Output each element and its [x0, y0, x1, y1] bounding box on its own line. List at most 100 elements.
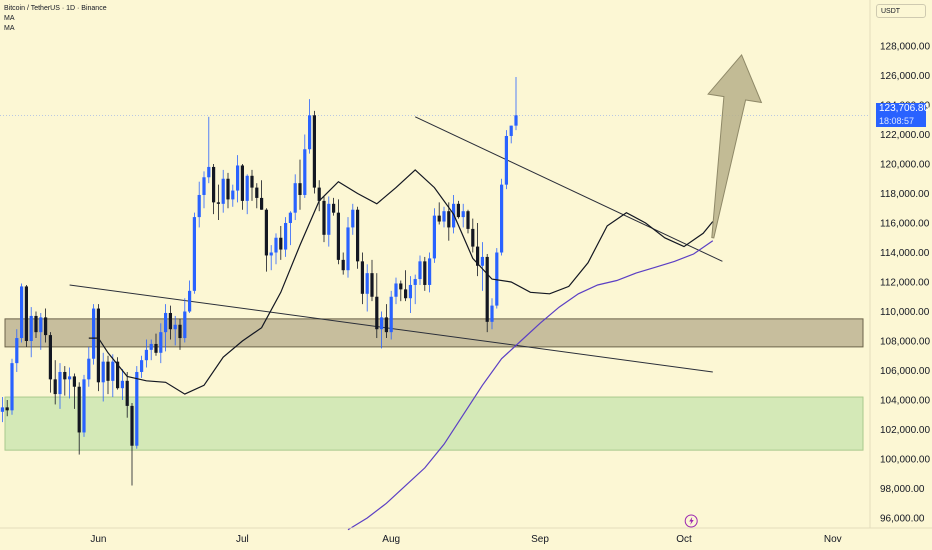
candle[interactable] — [476, 246, 480, 266]
candle[interactable] — [53, 379, 57, 395]
candle[interactable] — [106, 361, 110, 381]
candle[interactable] — [317, 187, 321, 201]
candle[interactable] — [264, 209, 268, 256]
candle[interactable] — [351, 209, 355, 228]
candle[interactable] — [68, 376, 72, 380]
candle[interactable] — [365, 273, 369, 294]
candle[interactable] — [447, 211, 451, 228]
candle[interactable] — [418, 261, 422, 280]
candle[interactable] — [428, 258, 432, 285]
candle[interactable] — [466, 211, 470, 229]
candle[interactable] — [120, 380, 124, 389]
candle[interactable] — [394, 283, 398, 297]
demand-zone[interactable] — [4, 396, 864, 451]
candle[interactable] — [140, 360, 144, 372]
event-marker[interactable] — [684, 514, 698, 528]
candle[interactable] — [500, 184, 504, 253]
candle[interactable] — [332, 203, 336, 213]
projection-arrow[interactable] — [707, 53, 763, 239]
candle[interactable] — [245, 175, 249, 201]
candle[interactable] — [250, 175, 254, 188]
candle[interactable] — [413, 279, 417, 285]
candle[interactable] — [480, 256, 484, 266]
candle[interactable] — [164, 312, 168, 333]
candle[interactable] — [423, 261, 427, 285]
candle[interactable] — [514, 115, 518, 126]
candle[interactable] — [495, 252, 499, 306]
ma-slow-line[interactable] — [347, 240, 714, 531]
candle[interactable] — [111, 361, 115, 381]
candle[interactable] — [288, 212, 292, 223]
candle[interactable] — [490, 305, 494, 322]
candle[interactable] — [279, 237, 283, 250]
candle[interactable] — [96, 308, 100, 383]
candle[interactable] — [303, 149, 307, 195]
candle[interactable] — [240, 165, 244, 201]
candle[interactable] — [77, 386, 81, 433]
candle[interactable] — [236, 165, 240, 191]
candle[interactable] — [384, 317, 388, 333]
candle[interactable] — [274, 237, 278, 253]
candle[interactable] — [63, 371, 67, 380]
candle[interactable] — [116, 361, 120, 389]
candle[interactable] — [284, 223, 288, 250]
candle[interactable] — [212, 166, 216, 203]
candle[interactable] — [456, 203, 460, 218]
candle[interactable] — [183, 311, 187, 339]
candle[interactable] — [360, 261, 364, 294]
candle[interactable] — [44, 317, 48, 336]
candle[interactable] — [135, 371, 139, 446]
trendline-2[interactable] — [414, 116, 723, 262]
candle[interactable] — [221, 178, 225, 204]
candle[interactable] — [399, 283, 403, 290]
candle[interactable] — [34, 315, 38, 333]
candle[interactable] — [20, 286, 24, 339]
candle[interactable] — [48, 335, 52, 380]
candle[interactable] — [308, 115, 312, 150]
ma-slow-label[interactable]: MA — [4, 25, 15, 32]
candle[interactable] — [346, 227, 350, 271]
candle[interactable] — [125, 380, 129, 406]
candle[interactable] — [82, 379, 86, 433]
candle[interactable] — [322, 200, 326, 235]
candle[interactable] — [216, 202, 220, 204]
candle[interactable] — [72, 376, 76, 387]
candle[interactable] — [341, 259, 345, 271]
candle[interactable] — [461, 211, 465, 218]
candle[interactable] — [380, 317, 384, 330]
candle[interactable] — [149, 343, 153, 350]
candle[interactable] — [15, 338, 19, 364]
candle[interactable] — [29, 315, 33, 341]
candle[interactable] — [101, 361, 105, 383]
candle[interactable] — [130, 405, 134, 446]
candle[interactable] — [58, 371, 62, 395]
candle[interactable] — [24, 286, 28, 341]
currency-badge[interactable]: USDT — [876, 4, 926, 18]
candle[interactable] — [485, 256, 489, 322]
candle[interactable] — [471, 228, 475, 247]
candle[interactable] — [260, 197, 264, 210]
candle[interactable] — [39, 317, 43, 333]
candle[interactable] — [178, 324, 182, 339]
candle[interactable] — [389, 296, 393, 333]
candle[interactable] — [269, 252, 273, 256]
candle[interactable] — [408, 284, 412, 299]
candle[interactable] — [298, 183, 302, 195]
candle[interactable] — [192, 217, 196, 291]
candle[interactable] — [154, 343, 158, 353]
candle[interactable] — [437, 215, 441, 222]
candle[interactable] — [432, 215, 436, 259]
candle[interactable] — [144, 349, 148, 361]
candle[interactable] — [442, 211, 446, 222]
candle[interactable] — [188, 290, 192, 312]
candle[interactable] — [231, 190, 235, 200]
candle[interactable] — [202, 177, 206, 195]
candle[interactable] — [92, 308, 96, 359]
candle[interactable] — [168, 312, 172, 330]
ma-fast-label[interactable]: MA — [4, 15, 15, 22]
candle[interactable] — [293, 183, 297, 213]
symbol-label[interactable]: Bitcoin / TetherUS · 1D · Binance — [4, 5, 107, 12]
candle[interactable] — [336, 212, 340, 260]
candle[interactable] — [159, 332, 163, 353]
